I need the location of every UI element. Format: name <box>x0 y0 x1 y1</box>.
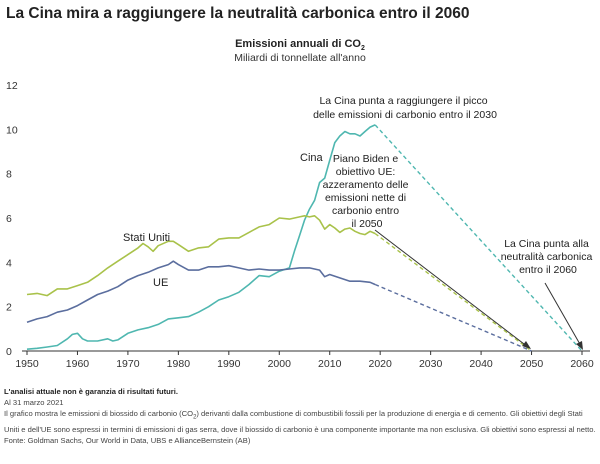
series-line-china <box>26 124 376 350</box>
annotation-china-peak: La Cina punta a raggiungere il picco del… <box>313 95 497 121</box>
x-tick-label: 2030 <box>419 358 443 370</box>
y-tick-label: 4 <box>6 257 12 269</box>
x-tick-label: 1960 <box>66 358 90 370</box>
x-tick-label: 2000 <box>268 358 292 370</box>
y-tick-label: 8 <box>6 169 12 181</box>
china-neutral-arrow <box>544 282 582 347</box>
emissions-chart: Emissioni annuali di CO2 Miliardi di ton… <box>6 38 596 370</box>
series-layer <box>26 124 583 352</box>
description-pre: Il grafico mostra le emissioni di biossi… <box>4 409 194 419</box>
y-tick-label: 12 <box>6 80 18 92</box>
chart-subtitle-subscript: 2 <box>361 45 365 52</box>
x-tick-label: 1970 <box>116 358 140 370</box>
x-tick-label: 1990 <box>217 358 241 370</box>
x-tick-label: 2020 <box>369 358 393 370</box>
series-projection-china <box>374 124 583 352</box>
description-sub: 2 <box>193 414 197 421</box>
chart-notes: L'analisi attuale non è garanzia di risu… <box>4 386 598 447</box>
biden-eu-arrowhead <box>522 341 531 349</box>
x-tick-label: 1980 <box>167 358 191 370</box>
x-tick-label: 2050 <box>520 358 544 370</box>
y-tick-label: 10 <box>6 124 18 136</box>
x-tick-label: 1950 <box>15 358 39 370</box>
y-tick-label: 6 <box>6 213 12 225</box>
series-projection-eu <box>374 283 532 352</box>
y-tick-label: 0 <box>6 346 12 358</box>
chart-subtitle-text: Emissioni annuali di CO <box>235 38 361 50</box>
series-projection-usa <box>374 232 532 352</box>
y-axis-ticks: 0 2 4 6 8 10 12 <box>6 80 18 358</box>
series-line-eu <box>26 260 376 323</box>
biden-eu-arrow <box>374 229 529 348</box>
disclaimer: L'analisi attuale non è garanzia di risu… <box>4 387 178 396</box>
y-tick-label: 2 <box>6 302 12 314</box>
series-label-china: Cina <box>300 152 324 164</box>
series-label-usa: Stati Uniti <box>123 232 170 244</box>
annotation-biden-eu: Piano Biden e obiettivo UE: azzeramento … <box>323 153 412 230</box>
page-title: La Cina mira a raggiungere la neutralità… <box>6 5 470 22</box>
date-note: Al 31 marzo 2021 <box>4 398 64 408</box>
chart-units: Miliardi di tonnellate all'anno <box>234 52 366 64</box>
x-axis-ticks: 1950 1960 1970 1980 1990 2000 2010 2020 2030 2040… <box>15 351 594 370</box>
description-note: Il grafico mostra le emissioni di biossi… <box>4 408 598 435</box>
x-tick-label: 2010 <box>318 358 342 370</box>
china-neutral-arrowhead <box>576 341 583 350</box>
chart-subtitle: Emissioni annuali di CO2 <box>235 38 365 52</box>
series-line-usa <box>26 215 376 297</box>
x-tick-label: 2060 <box>570 358 594 370</box>
source-note: Fonte: Goldman Sachs, Our World in Data,… <box>4 436 251 446</box>
annotation-china-neutral: La Cina punta alla neutralità carbonica … <box>501 238 596 276</box>
description-post: ) derivanti dalla combustione di combust… <box>4 409 596 435</box>
series-label-eu: UE <box>153 277 168 289</box>
x-tick-label: 2040 <box>469 358 493 370</box>
